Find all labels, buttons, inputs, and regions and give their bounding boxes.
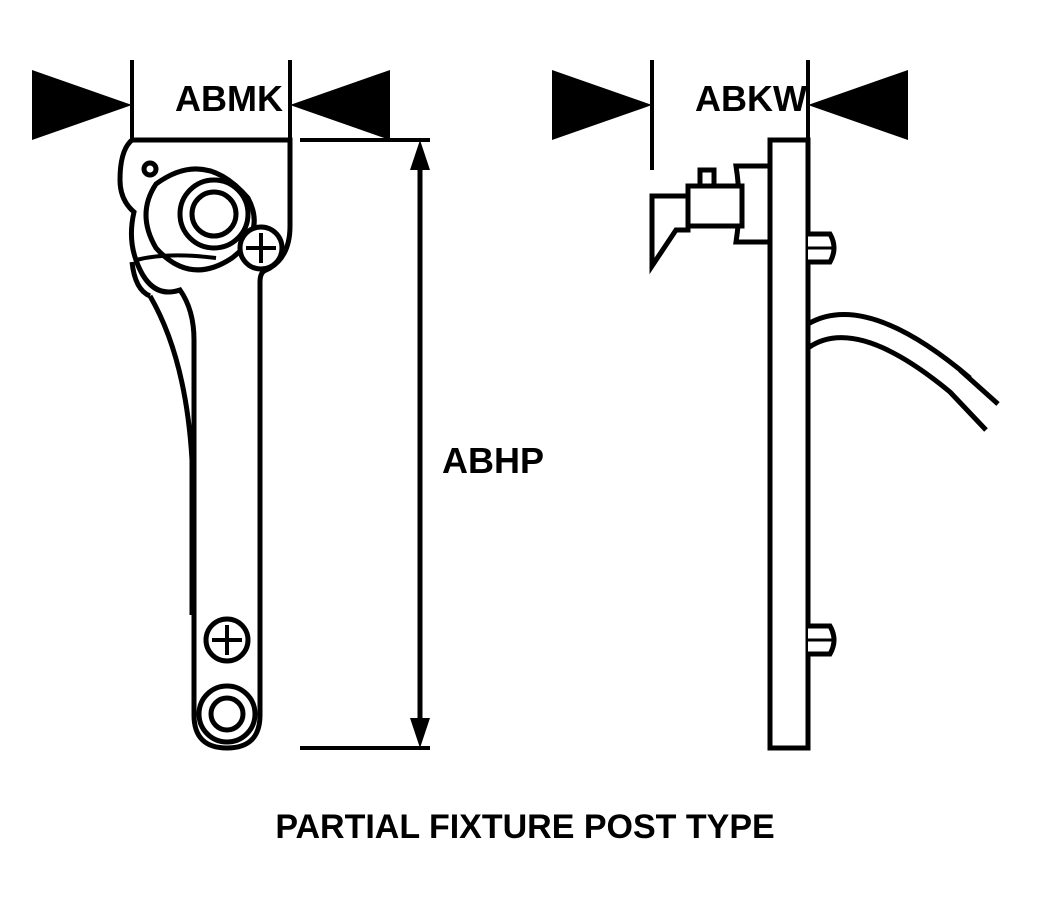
front-view xyxy=(120,140,290,748)
abmk-label: ABMK xyxy=(175,78,283,120)
abhp-label: ABHP xyxy=(442,440,544,482)
abkw-label: ABKW xyxy=(695,78,807,120)
side-view xyxy=(652,140,998,748)
abhp-dimension xyxy=(300,140,430,748)
diagram-title: PARTIAL FIXTURE POST TYPE xyxy=(0,808,1050,847)
technical-diagram: ABMK ABKW ABHP PARTIAL FIXTURE POST TYPE xyxy=(0,0,1050,903)
